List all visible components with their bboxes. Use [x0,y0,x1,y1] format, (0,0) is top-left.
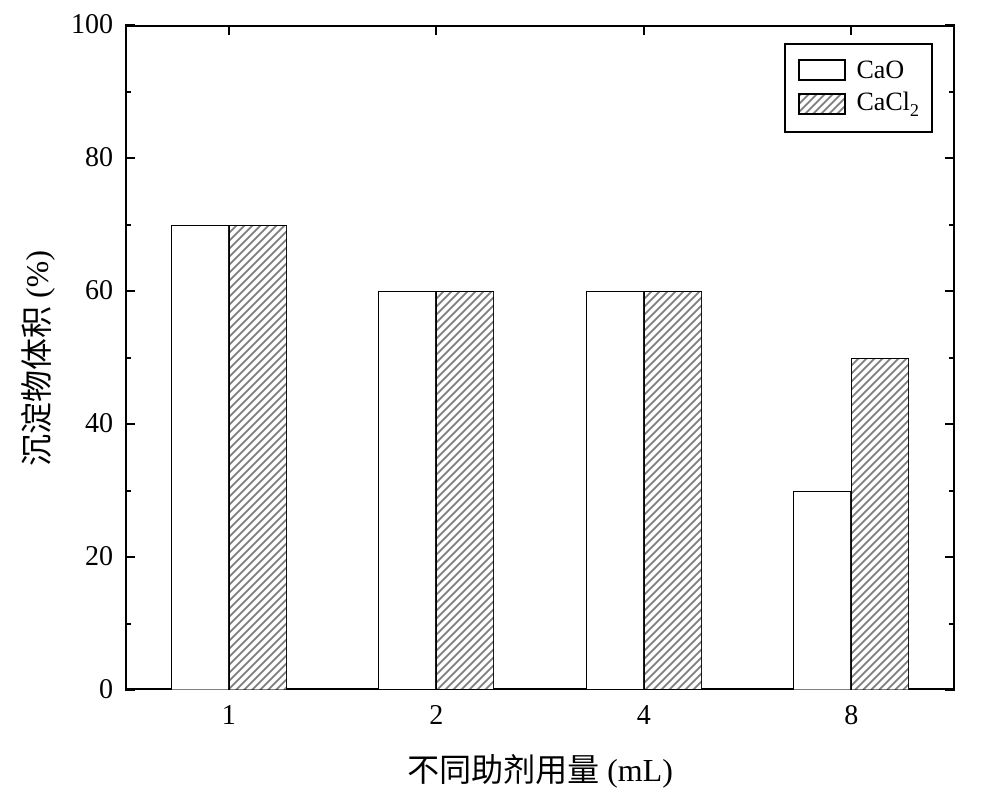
x-tick-label: 2 [429,700,443,732]
y-tick-major [125,689,135,691]
y-tick-minor [949,623,955,625]
y-tick-minor [125,91,131,93]
y-tick-minor [125,357,131,359]
y-tick-label: 100 [71,9,113,41]
y-tick-major [125,290,135,292]
legend-item: CaCl2 [798,87,919,121]
y-tick-major [945,423,955,425]
x-tick [850,25,852,35]
y-tick-label: 20 [85,541,113,573]
y-tick-minor [125,490,131,492]
bar-CaCl2-2 [436,291,494,690]
x-tick [228,25,230,35]
y-tick-minor [125,623,131,625]
bar-CaCl2-4 [644,291,702,690]
bar-chart: 0 20 40 60 80 100 沉淀物体积 (%) 1 2 4 8 不同助剂用量 (mL) CaOC… [0,0,1000,803]
y-tick-major [125,157,135,159]
y-tick-major [945,556,955,558]
legend-swatch [798,93,846,115]
y-tick-major [125,556,135,558]
y-tick-label: 80 [85,142,113,174]
y-tick-major [945,157,955,159]
bar-CaO-2 [378,291,436,690]
bar-CaO-8 [793,491,851,691]
y-tick-minor [949,357,955,359]
y-tick-label: 40 [85,408,113,440]
legend-swatch [798,59,846,81]
y-tick-major [125,24,135,26]
y-tick-label: 60 [85,275,113,307]
bar-CaCl2-1 [229,225,287,691]
y-tick-minor [949,91,955,93]
legend-label: CaCl2 [856,87,919,121]
x-tick-label: 8 [844,700,858,732]
legend: CaOCaCl2 [784,43,933,133]
bar-CaO-4 [586,291,644,690]
y-tick-minor [949,490,955,492]
legend-label: CaO [856,55,904,85]
legend-item: CaO [798,55,919,85]
bar-CaO-1 [171,225,229,691]
bar-CaCl2-8 [851,358,909,691]
y-tick-major [945,689,955,691]
y-tick-major [125,423,135,425]
y-tick-minor [949,224,955,226]
x-tick-label: 4 [637,700,651,732]
y-axis-title: 沉淀物体积 (%) [12,250,58,466]
x-axis-title: 不同助剂用量 (mL) [407,745,673,791]
y-tick-minor [125,224,131,226]
x-tick [643,25,645,35]
y-tick-major [945,24,955,26]
y-tick-major [945,290,955,292]
x-tick-label: 1 [222,700,236,732]
x-tick [435,25,437,35]
y-tick-label: 0 [99,674,113,706]
